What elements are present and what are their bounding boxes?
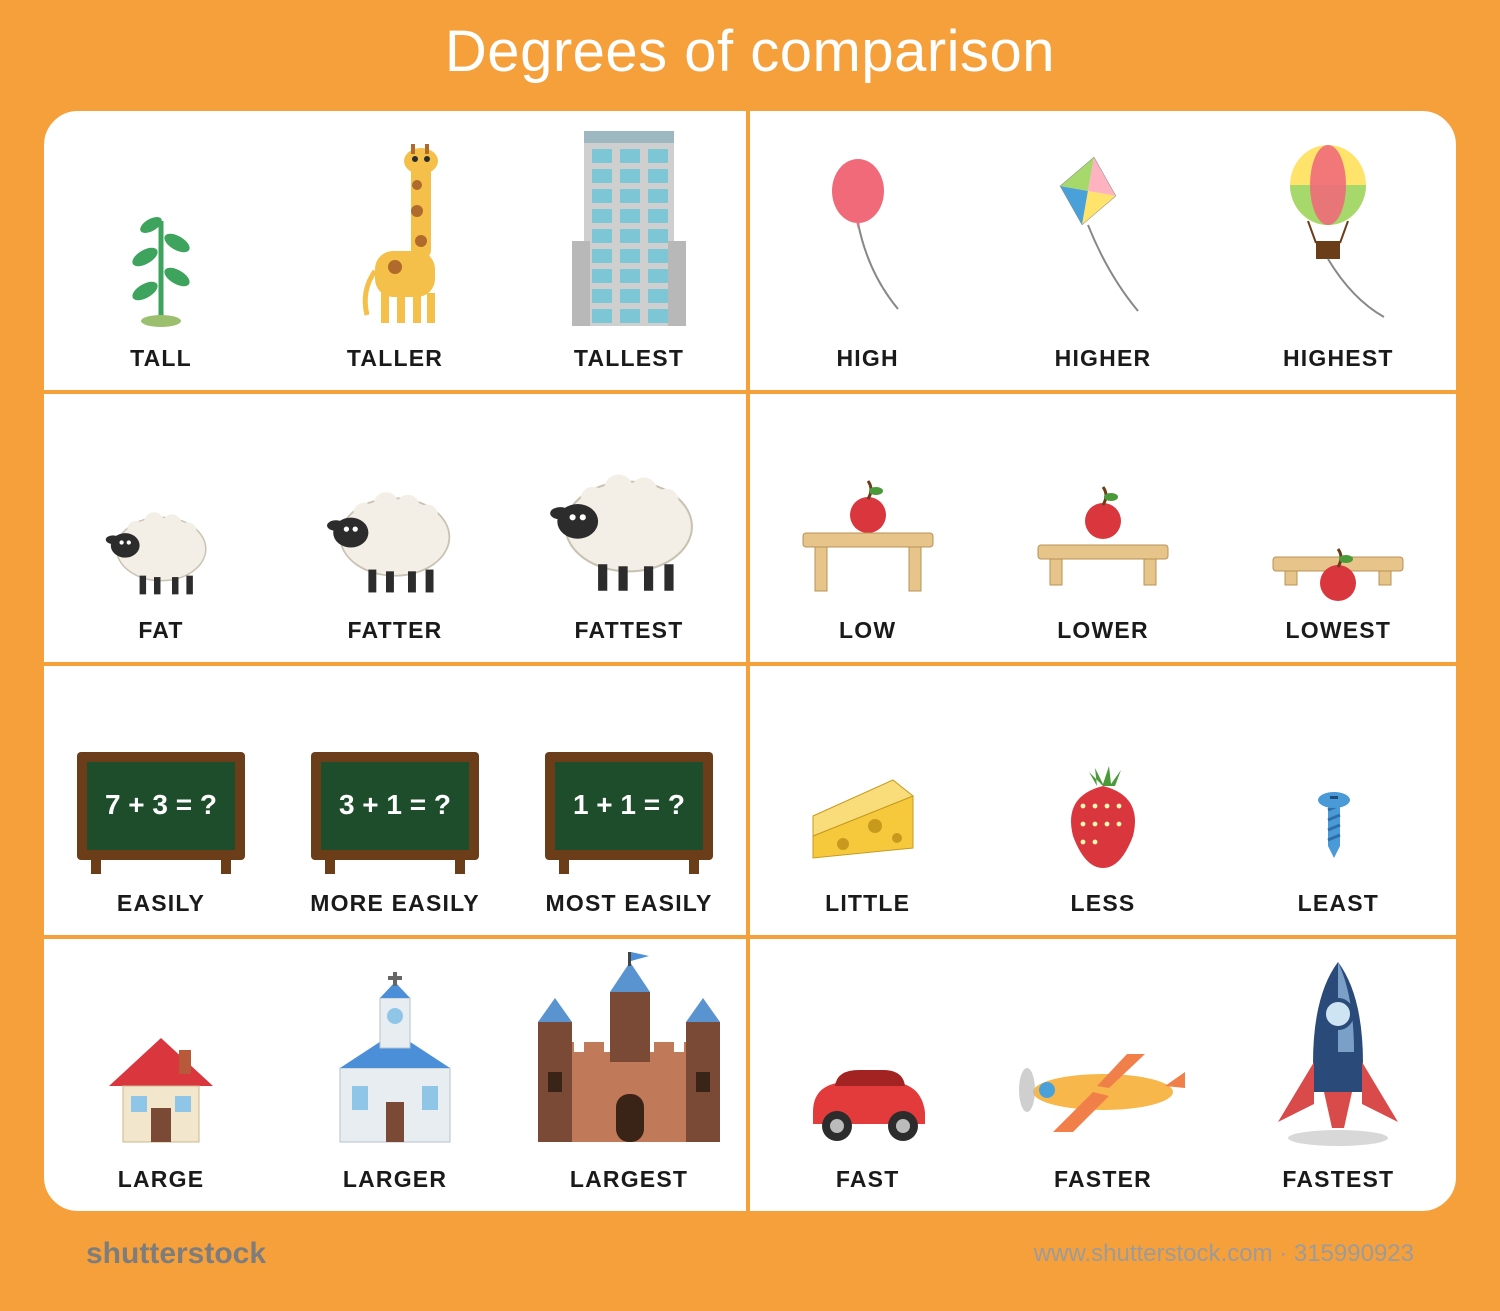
svg-text:1 + 1 = ?: 1 + 1 = ? xyxy=(573,789,685,820)
plant-icon xyxy=(50,121,272,331)
castle-icon xyxy=(518,949,740,1152)
cell-easily-1: 3 + 1 = ? MORE EASILY xyxy=(278,666,512,934)
cheese-icon xyxy=(756,676,979,875)
panel-low: LOW LOWER LOWEST xyxy=(750,394,1456,666)
cell-large-2: LARGEST xyxy=(512,939,746,1211)
cell-little-0: LITTLE xyxy=(750,666,985,934)
footer-credit: www.shutterstock.com · 315990923 xyxy=(1034,1240,1414,1268)
balloon-icon xyxy=(756,121,979,331)
cell-tall-0: TALL xyxy=(44,111,278,390)
table-high-icon xyxy=(756,404,979,603)
cell-label: LARGE xyxy=(118,1166,205,1193)
board-hard-icon: 7 + 3 = ? xyxy=(50,676,272,875)
cell-label: MORE EASILY xyxy=(310,890,480,917)
page-title: Degrees of comparison xyxy=(40,0,1460,107)
cell-label: FAT xyxy=(138,617,183,644)
cell-fat-1: FATTER xyxy=(278,394,512,662)
cell-fast-0: FAST xyxy=(750,939,985,1211)
cell-label: LOWEST xyxy=(1286,617,1392,644)
sheep-lg-icon xyxy=(518,404,740,603)
footer: shutterstock www.shutterstock.com · 3159… xyxy=(40,1215,1460,1271)
church-icon xyxy=(284,949,506,1152)
cell-fast-1: FASTER xyxy=(985,939,1220,1211)
cell-large-1: LARGER xyxy=(278,939,512,1211)
cell-label: EASILY xyxy=(117,890,205,917)
footer-brand: shutterstock xyxy=(86,1237,266,1271)
svg-text:3 + 1 = ?: 3 + 1 = ? xyxy=(339,789,451,820)
building-icon xyxy=(518,121,740,331)
cell-label: HIGHER xyxy=(1055,345,1152,372)
cell-label: LARGEST xyxy=(570,1166,688,1193)
house-icon xyxy=(50,949,272,1152)
cell-low-0: LOW xyxy=(750,394,985,662)
panel-large: LARGE LARGER LARGEST xyxy=(44,939,750,1211)
cell-label: LESS xyxy=(1071,890,1136,917)
cell-high-0: HIGH xyxy=(750,111,985,390)
cell-label: TALLER xyxy=(347,345,443,372)
cell-easily-2: 1 + 1 = ? MOST EASILY xyxy=(512,666,746,934)
cell-low-2: LOWEST xyxy=(1221,394,1456,662)
cell-label: TALLEST xyxy=(574,345,684,372)
sheep-md-icon xyxy=(284,404,506,603)
kite-icon xyxy=(991,121,1214,331)
cell-easily-0: 7 + 3 = ? EASILY xyxy=(44,666,278,934)
panel-high: HIGH HIGHER HIGHEST xyxy=(750,111,1456,394)
panel-easily: 7 + 3 = ? EASILY 3 + 1 = ? MORE EASILY 1… xyxy=(44,666,750,938)
worksheet-frame: Degrees of comparison TALL TALLER TALLES… xyxy=(0,0,1500,1311)
sheet: TALL TALLER TALLEST HIGH HIGHER HIGHEST xyxy=(40,107,1460,1215)
cell-label: LOW xyxy=(839,617,896,644)
table-mid-icon xyxy=(991,404,1214,603)
cell-label: FAST xyxy=(836,1166,900,1193)
cell-fat-2: FATTEST xyxy=(512,394,746,662)
cell-label: LARGER xyxy=(343,1166,447,1193)
screw-icon xyxy=(1227,676,1450,875)
board-easy-icon: 1 + 1 = ? xyxy=(518,676,740,875)
cell-little-2: LEAST xyxy=(1221,666,1456,934)
panel-little: LITTLE LESS LEAST xyxy=(750,666,1456,938)
car-icon xyxy=(756,949,979,1152)
comparison-grid: TALL TALLER TALLEST HIGH HIGHER HIGHEST xyxy=(44,111,1456,1211)
hot-air-balloon-icon xyxy=(1227,121,1450,331)
sheep-sm-icon xyxy=(50,404,272,603)
cell-label: FATTER xyxy=(348,617,443,644)
cell-label: FATTEST xyxy=(575,617,684,644)
cell-low-1: LOWER xyxy=(985,394,1220,662)
cell-label: LEAST xyxy=(1298,890,1379,917)
cell-label: TALL xyxy=(130,345,192,372)
cell-tall-1: TALLER xyxy=(278,111,512,390)
cell-label: MOST EASILY xyxy=(546,890,713,917)
panel-fast: FAST FASTER FASTEST xyxy=(750,939,1456,1211)
cell-label: HIGH xyxy=(837,345,899,372)
cell-large-0: LARGE xyxy=(44,939,278,1211)
cell-tall-2: TALLEST xyxy=(512,111,746,390)
cell-fast-2: FASTEST xyxy=(1221,939,1456,1211)
cell-little-1: LESS xyxy=(985,666,1220,934)
giraffe-icon xyxy=(284,121,506,331)
cell-fat-0: FAT xyxy=(44,394,278,662)
cell-label: HIGHEST xyxy=(1283,345,1394,372)
cell-high-2: HIGHEST xyxy=(1221,111,1456,390)
cell-label: LITTLE xyxy=(825,890,910,917)
rocket-icon xyxy=(1227,949,1450,1152)
cell-label: LOWER xyxy=(1057,617,1149,644)
panel-fat: FAT FATTER FATTEST xyxy=(44,394,750,666)
panel-tall: TALL TALLER TALLEST xyxy=(44,111,750,394)
svg-text:7 + 3 = ?: 7 + 3 = ? xyxy=(105,789,217,820)
strawberry-icon xyxy=(991,676,1214,875)
cell-label: FASTER xyxy=(1054,1166,1152,1193)
board-med-icon: 3 + 1 = ? xyxy=(284,676,506,875)
plane-icon xyxy=(991,949,1214,1152)
cell-label: FASTEST xyxy=(1282,1166,1394,1193)
table-low-icon xyxy=(1227,404,1450,603)
cell-high-1: HIGHER xyxy=(985,111,1220,390)
